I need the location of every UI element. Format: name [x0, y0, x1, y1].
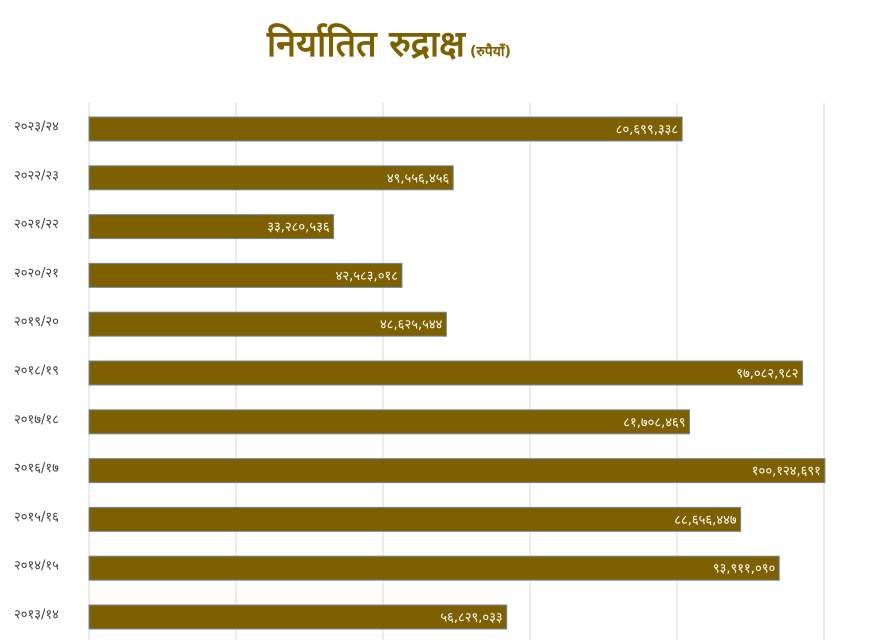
bar	[88, 458, 826, 484]
value-label: ४८,६२५,५४४	[380, 318, 443, 333]
value-label: १००,१२४,६९१	[752, 464, 821, 479]
y-tick-label: २०१३/१४	[14, 608, 59, 623]
value-label: ८१,७०८,४६९	[623, 415, 685, 430]
value-label: ९७,०८२,९८२	[736, 367, 798, 382]
value-label: ४९,५५६,४५६	[387, 171, 450, 186]
y-tick-label: २०१६/१७	[14, 461, 59, 476]
value-label: ९३,९११,०९०	[713, 562, 775, 577]
value-label: ३३,२८०,५३६	[267, 220, 330, 235]
y-tick-label: २०२०/२१	[14, 266, 59, 281]
y-tick-label: २०२२/२३	[14, 168, 59, 183]
bar	[88, 262, 403, 288]
y-tick-label: २०२३/२४	[14, 120, 59, 135]
y-tick-label: २०१८/१९	[14, 364, 59, 379]
bar	[88, 360, 804, 386]
bar	[88, 506, 742, 532]
y-tick-label: २०१५/१६	[14, 510, 59, 525]
value-label: ५६,८२९,०३३	[440, 611, 502, 626]
bar	[88, 116, 683, 142]
value-label: ८८,६५६,४४७	[674, 513, 737, 528]
value-label: ४२,५८३,०१८	[336, 269, 399, 284]
value-label: ८०,६९९,३३८	[616, 123, 679, 138]
chart-title: निर्यातित रुद्राक्ष	[266, 23, 466, 65]
bar	[88, 409, 691, 435]
bar	[88, 311, 447, 337]
bar	[88, 555, 780, 581]
bar	[88, 165, 454, 191]
chart-subtitle: (रुपैयाँ)	[470, 43, 511, 60]
y-tick-label: २०१९/२०	[14, 315, 59, 330]
y-tick-label: २०१७/१८	[14, 412, 59, 427]
y-tick-label: २०१४/१५	[14, 559, 59, 574]
bar	[88, 604, 508, 630]
y-tick-label: २०२१/२२	[14, 217, 59, 232]
bar	[88, 214, 335, 240]
